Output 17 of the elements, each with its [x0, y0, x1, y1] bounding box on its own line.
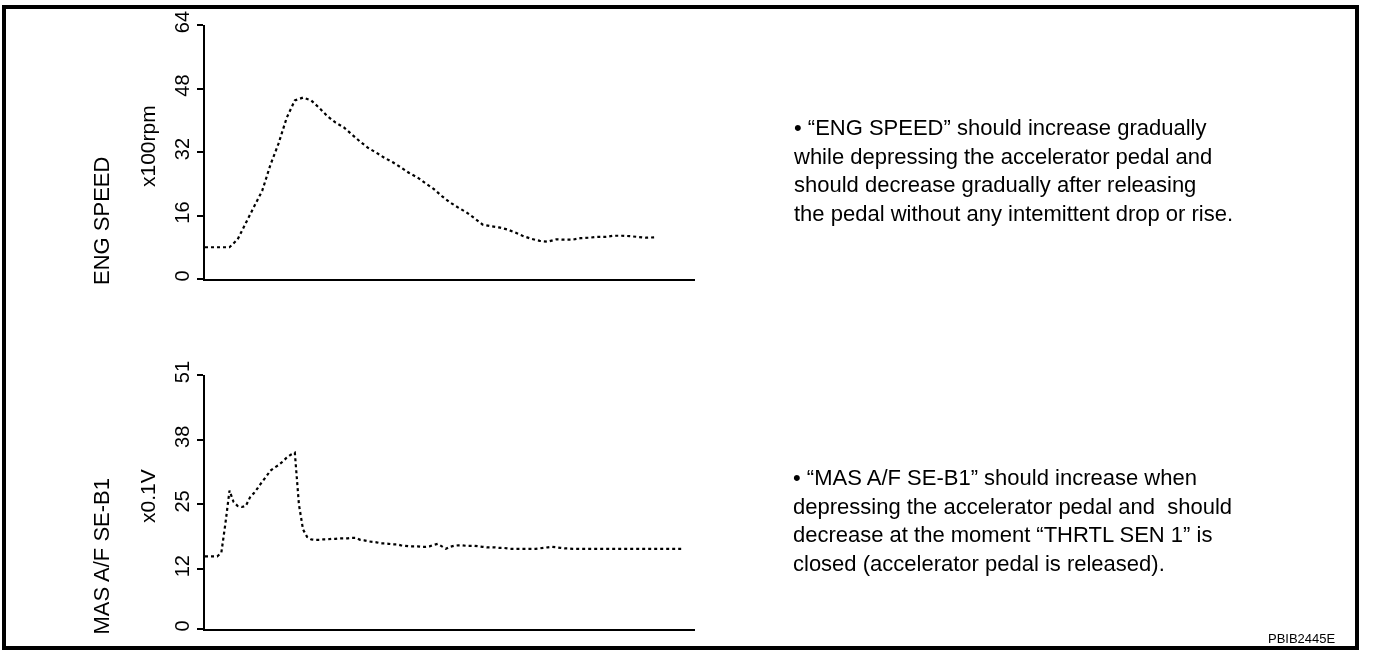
text: x0.1V — [136, 469, 159, 523]
y-tick-label: 64 — [171, 10, 193, 34]
y-tick-label: 32 — [171, 137, 193, 161]
y-tick-label: 16 — [171, 201, 193, 224]
y-tick-label: 38 — [171, 425, 193, 448]
y-tick-label: 25 — [171, 490, 193, 513]
text: • “MAS A/F SE-B1” should increase when depressing the accelerator pedal and should decrease at the moment “THRTL SEN 1” is closed (accelerator pedal is released). — [793, 465, 1233, 576]
y-tick-label: 0 — [171, 620, 193, 632]
text: PBIB2445E — [1268, 631, 1336, 646]
y-tick-label: 51 — [171, 360, 193, 384]
y-axis-title: MAS A/F SE-B1 — [88, 478, 114, 635]
y-tick-label: 0 — [171, 270, 193, 282]
y-tick-label: 48 — [171, 74, 193, 97]
y-axis-title: ENG SPEED — [89, 156, 114, 285]
y-tick-label: 12 — [171, 555, 193, 578]
text: • “ENG SPEED” should increase gradually while depressing the accelerator pedal and should decrease gradually after releasing the pedal without any intemittent drop or rise. — [793, 115, 1234, 226]
text: x100rpm — [136, 105, 159, 187]
